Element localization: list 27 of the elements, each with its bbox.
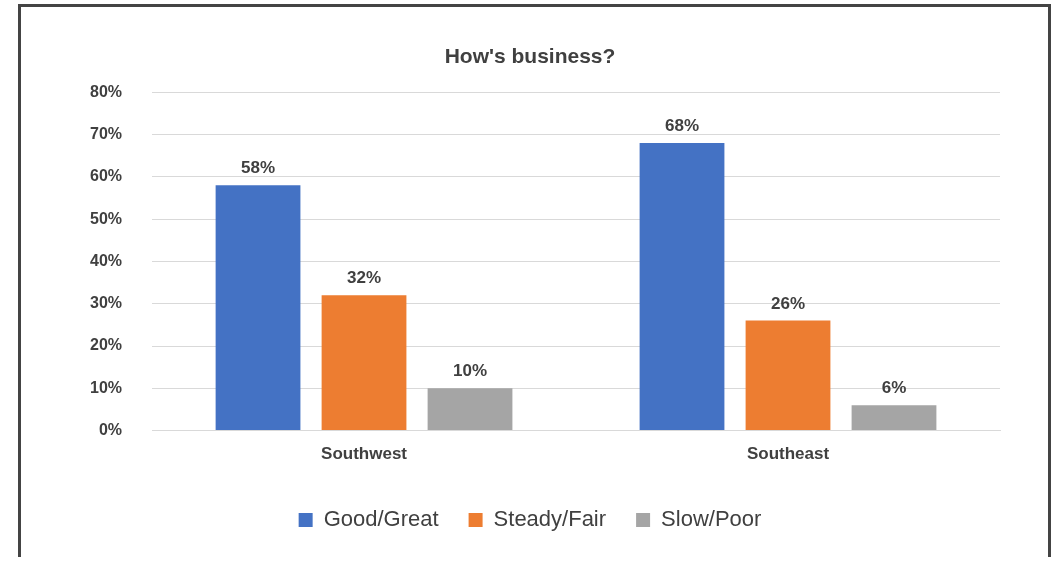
y-tick-label: 60% <box>89 167 123 185</box>
y-tick-label: 0% <box>98 421 123 439</box>
bar <box>851 405 937 431</box>
y-tick-label: 50% <box>89 209 123 227</box>
data-label: 58% <box>241 158 276 178</box>
data-label: 32% <box>347 268 382 288</box>
y-tick-label: 80% <box>89 82 123 100</box>
bar <box>215 185 301 431</box>
data-label: 26% <box>770 293 806 313</box>
y-tick-label: 10% <box>89 378 123 396</box>
data-label: 10% <box>453 361 488 381</box>
bar <box>321 295 407 431</box>
data-label: 6% <box>881 378 907 398</box>
bar <box>427 388 513 431</box>
x-tick-label: Southwest <box>321 444 408 464</box>
bar <box>639 142 725 431</box>
legend-label: Good/Great <box>323 506 439 532</box>
bar <box>745 320 831 431</box>
y-tick-label: 20% <box>89 336 123 354</box>
x-tick-label: Southeast <box>746 444 830 464</box>
chart-title: How's business? <box>444 44 616 68</box>
legend-label: Steady/Fair <box>493 506 607 532</box>
legend-label: Slow/Poor <box>661 506 762 532</box>
data-label: 68% <box>664 116 700 136</box>
y-tick-label: 30% <box>89 294 123 312</box>
y-tick-label: 70% <box>89 124 123 142</box>
y-tick-label: 40% <box>89 251 123 269</box>
